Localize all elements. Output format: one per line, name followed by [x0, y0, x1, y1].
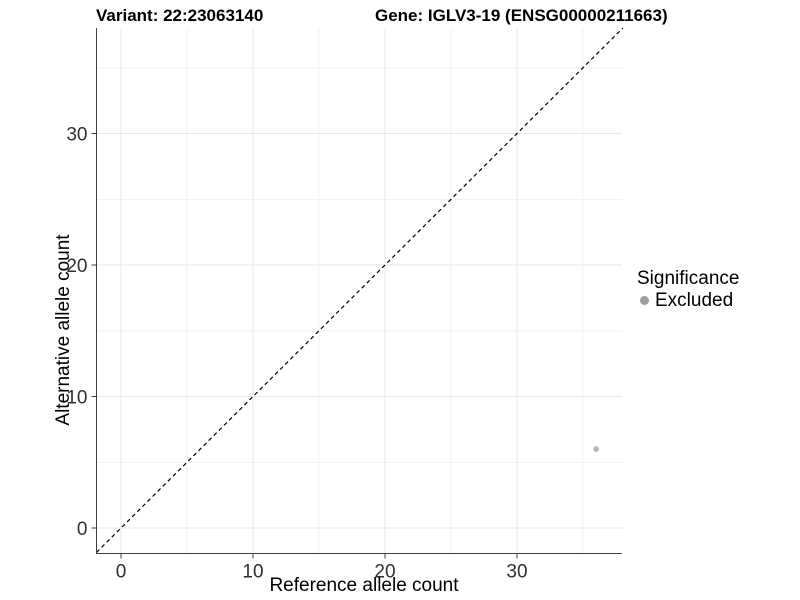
legend: Significance Excluded	[637, 268, 739, 311]
plot-title-variant: Variant: 22:23063140	[96, 6, 264, 25]
y-tick-label: 20	[66, 256, 87, 277]
identity-line	[96, 27, 624, 553]
x-tick-label: 30	[506, 562, 527, 583]
legend-title: Significance	[637, 268, 740, 289]
x-tick-label: 0	[116, 562, 127, 583]
data-point	[593, 446, 599, 452]
x-tick-label: 10	[242, 562, 263, 583]
excluded-point-icon	[640, 296, 649, 305]
x-axis-title: Reference allele count	[269, 575, 459, 596]
y-tick-label: 10	[66, 388, 87, 409]
y-axis-title: Alternative allele count	[53, 234, 74, 426]
y-tick-label: 0	[77, 519, 88, 540]
x-tick-label: 20	[374, 562, 395, 583]
legend-item-excluded: Excluded	[637, 290, 739, 311]
legend-item-label: Excluded	[655, 290, 734, 311]
y-tick-label: 30	[66, 125, 87, 146]
plot-title-gene: Gene: IGLV3-19 (ENSG00000211663)	[375, 6, 668, 25]
